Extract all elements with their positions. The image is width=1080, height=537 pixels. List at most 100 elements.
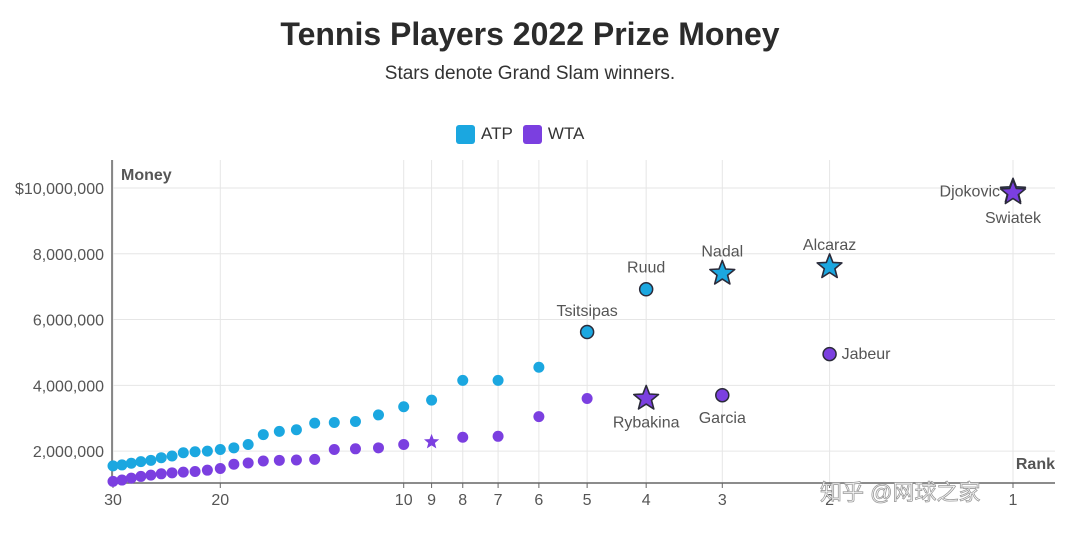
- point-label-alcaraz: Alcaraz: [803, 237, 856, 254]
- y-axis-title: Money: [121, 167, 172, 184]
- atp-point: [349, 416, 361, 428]
- x-tick-label: 10: [395, 492, 413, 509]
- wta-point: [189, 466, 201, 478]
- atp-swatch-icon: [456, 124, 475, 144]
- point-label-nadal: Nadal: [701, 244, 743, 261]
- atp-point: [214, 443, 226, 455]
- point-label-tsitsipas: Tsitsipas: [556, 303, 617, 320]
- legend: ATP WTA: [456, 124, 594, 144]
- legend-item-atp[interactable]: ATP: [456, 124, 513, 144]
- point-label-jabeur: Jabeur: [842, 346, 892, 363]
- atp-star-point: [816, 253, 843, 279]
- atp-point: [177, 447, 189, 459]
- x-tick-label: 7: [494, 492, 503, 509]
- atp-point: [145, 454, 157, 466]
- data-points: Tsitsipas Ruud Nadal Alcaraz Djokovic Rybakin…: [107, 177, 1042, 487]
- atp-star-point: [709, 259, 736, 285]
- y-tick-label: 8,000,000: [33, 247, 104, 264]
- atp-point: [533, 361, 545, 373]
- wta-point: [155, 468, 167, 480]
- point-label-ruud: Ruud: [627, 259, 665, 276]
- y-tick-label: 2,000,000: [33, 444, 104, 461]
- wta-star-point: [633, 384, 660, 410]
- wta-point: [581, 392, 593, 404]
- atp-point: [135, 456, 147, 468]
- wta-point: [328, 443, 340, 455]
- wta-point: [398, 439, 410, 451]
- grid-lines: [112, 160, 1055, 488]
- y-tick-label: 6,000,000: [33, 313, 104, 330]
- point-label-garcia: Garcia: [699, 410, 746, 427]
- atp-point: [372, 409, 384, 421]
- atp-point: [309, 417, 321, 429]
- wta-point: [257, 455, 269, 467]
- wta-point: [166, 467, 178, 479]
- atp-point-labeled: [579, 324, 595, 340]
- point-label-djokovic: Djokovic: [940, 183, 1000, 200]
- x-axis-title: Rank: [1016, 456, 1055, 473]
- axes: [111, 160, 1055, 484]
- wta-point: [116, 474, 128, 486]
- atp-point: [116, 459, 128, 471]
- wta-point: [273, 454, 285, 466]
- wta-point: [107, 475, 119, 487]
- y-tick-label: $10,000,000: [15, 181, 104, 198]
- wta-point: [290, 454, 302, 466]
- wta-point: [214, 463, 226, 475]
- x-tick-label: 8: [458, 492, 467, 509]
- wta-point: [177, 466, 189, 478]
- wta-star-point: [424, 433, 440, 449]
- atp-point: [107, 460, 119, 472]
- wta-point-labeled: [822, 346, 837, 362]
- x-tick-label: 1: [1009, 492, 1018, 509]
- atp-point: [273, 425, 285, 437]
- x-tick-label: 20: [211, 492, 229, 509]
- atp-point: [155, 452, 167, 464]
- y-tick-label: 4,000,000: [33, 378, 104, 395]
- wta-point: [201, 464, 213, 476]
- tick-labels: 2,000,000 4,000,000 6,000,000 8,000,000 $10,…: [15, 181, 1018, 509]
- point-label-swiatek: Swiatek: [985, 210, 1042, 227]
- legend-label-atp: ATP: [481, 124, 513, 143]
- atp-point: [426, 394, 438, 406]
- atp-point-labeled: [638, 282, 654, 297]
- atp-point: [242, 439, 254, 451]
- wta-point: [242, 457, 254, 469]
- wta-point: [533, 411, 545, 423]
- x-tick-label: 30: [104, 492, 122, 509]
- x-tick-label: 9: [427, 492, 436, 509]
- wta-point-labeled: [715, 387, 730, 403]
- atp-point: [125, 457, 137, 469]
- wta-point: [309, 453, 321, 465]
- wta-point: [145, 469, 157, 481]
- wta-point: [135, 470, 147, 482]
- wta-point: [372, 442, 384, 454]
- atp-point: [228, 442, 240, 454]
- atp-point: [398, 401, 410, 413]
- watermark-text: 知乎 @网球之家: [820, 480, 980, 505]
- atp-point: [457, 374, 469, 386]
- x-tick-label: 2: [825, 492, 834, 509]
- atp-point: [189, 446, 201, 458]
- atp-point: [492, 374, 504, 386]
- x-tick-label: 6: [534, 492, 543, 509]
- x-tick-label: 4: [642, 492, 651, 509]
- wta-swatch-icon: [522, 124, 542, 144]
- point-label-rybakina: Rybakina: [613, 414, 680, 431]
- wta-point: [457, 431, 469, 443]
- x-tick-label: 3: [718, 492, 727, 509]
- chart-subtitle: Stars denote Grand Slam winners.: [384, 63, 676, 84]
- legend-item-wta[interactable]: WTA: [522, 124, 584, 144]
- atp-point: [166, 450, 178, 462]
- atp-point: [290, 424, 302, 436]
- wta-point: [228, 458, 240, 470]
- atp-point: [257, 429, 269, 441]
- atp-point: [201, 445, 213, 457]
- wta-star-point: [999, 179, 1027, 205]
- wta-point: [492, 430, 504, 442]
- wta-point: [349, 443, 361, 455]
- atp-point: [328, 416, 340, 428]
- x-tick-label: 5: [583, 492, 592, 509]
- wta-point: [125, 472, 137, 484]
